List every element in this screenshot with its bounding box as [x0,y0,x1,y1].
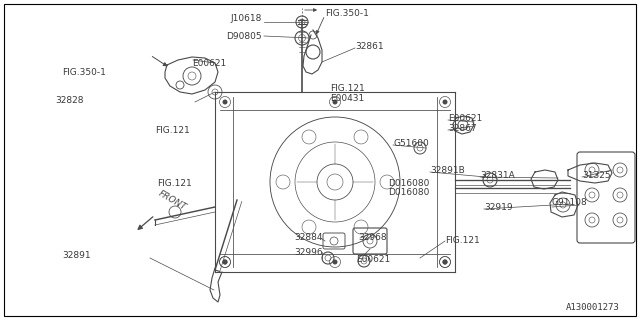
Text: 32867: 32867 [448,124,477,132]
Text: J10618: J10618 [230,13,262,22]
Text: 32891B: 32891B [430,165,465,174]
Text: FIG.121: FIG.121 [330,84,365,92]
Circle shape [442,260,447,265]
Text: E00621: E00621 [356,255,390,265]
Text: FIG.121: FIG.121 [445,236,480,244]
Text: D016080: D016080 [388,188,429,196]
Text: A130001273: A130001273 [566,303,620,313]
Circle shape [442,100,447,105]
Text: FIG.121: FIG.121 [155,125,189,134]
Text: 32968: 32968 [358,233,387,242]
Text: 32996: 32996 [294,247,323,257]
Text: D90805: D90805 [227,31,262,41]
Text: E00431: E00431 [330,93,364,102]
Circle shape [333,100,337,105]
Text: 32884: 32884 [294,233,323,242]
Text: FIG.350-1: FIG.350-1 [62,68,106,76]
Text: E00621: E00621 [192,59,227,68]
Text: 32861: 32861 [355,42,383,51]
Text: D016080: D016080 [388,179,429,188]
Text: 32828: 32828 [55,95,83,105]
Text: G51600: G51600 [393,139,429,148]
Circle shape [442,260,447,265]
Text: G91108: G91108 [552,197,588,206]
Circle shape [223,100,227,105]
Circle shape [223,260,227,265]
Text: 32831A: 32831A [480,171,515,180]
Text: FIG.350-1: FIG.350-1 [325,9,369,18]
Circle shape [223,260,227,265]
Text: FIG.121: FIG.121 [157,179,192,188]
Text: 32919: 32919 [484,203,513,212]
Text: 31325: 31325 [582,171,611,180]
Text: 32891: 32891 [62,251,91,260]
Text: FRONT: FRONT [157,189,188,212]
Text: E00621: E00621 [448,114,483,123]
Circle shape [333,260,337,265]
